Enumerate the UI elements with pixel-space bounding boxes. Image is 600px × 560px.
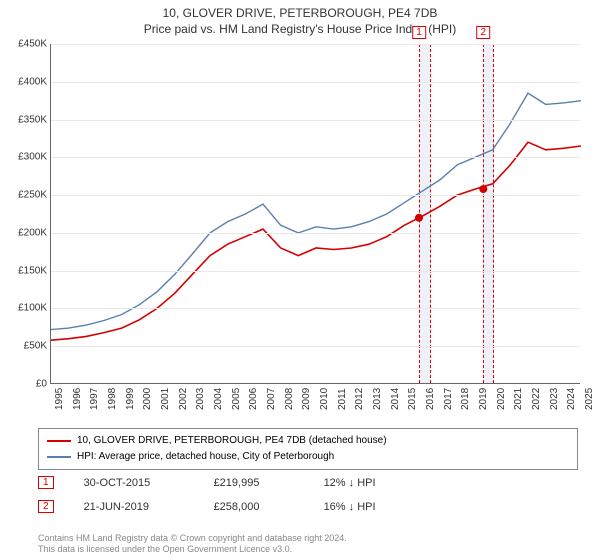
- x-tick-label: 1998: [107, 388, 118, 410]
- x-tick-label: 2023: [549, 388, 560, 410]
- x-tick-label: 2010: [319, 388, 330, 410]
- x-tick-label: 2013: [372, 388, 383, 410]
- x-tick-label: 2019: [478, 388, 489, 410]
- sale-point: [415, 214, 423, 222]
- sale-price-1: £219,995: [214, 477, 294, 489]
- gridline: [51, 346, 580, 347]
- y-tick-label: £300K: [3, 152, 47, 163]
- legend-row-hpi: HPI: Average price, detached house, City…: [47, 449, 569, 465]
- x-tick-label: 1999: [125, 388, 136, 410]
- sale-band-label: 1: [412, 26, 426, 39]
- x-tick-label: 2025: [584, 388, 595, 410]
- legend-swatch-hpi: [47, 456, 71, 458]
- page-subtitle: Price paid vs. HM Land Registry's House …: [0, 22, 600, 36]
- x-tick-label: 2020: [496, 388, 507, 410]
- y-tick-label: £450K: [3, 39, 47, 50]
- gridline: [51, 271, 580, 272]
- y-tick-label: £150K: [3, 265, 47, 276]
- sale-marker-2: 2: [38, 500, 54, 513]
- x-tick-label: 2018: [460, 388, 471, 410]
- y-tick-label: £200K: [3, 227, 47, 238]
- sale-price-2: £258,000: [214, 501, 294, 513]
- x-tick-label: 2009: [301, 388, 312, 410]
- x-tick-label: 1995: [54, 388, 65, 410]
- y-tick-label: £50K: [3, 341, 47, 352]
- gridline: [51, 308, 580, 309]
- x-tick-label: 2002: [178, 388, 189, 410]
- legend-row-property: 10, GLOVER DRIVE, PETERBOROUGH, PE4 7DB …: [47, 433, 569, 449]
- x-tick-label: 2003: [195, 388, 206, 410]
- x-tick-label: 2008: [284, 388, 295, 410]
- x-tick-label: 2001: [160, 388, 171, 410]
- legend: 10, GLOVER DRIVE, PETERBOROUGH, PE4 7DB …: [38, 428, 578, 470]
- gridline: [51, 157, 580, 158]
- x-tick-label: 2022: [531, 388, 542, 410]
- y-tick-label: £350K: [3, 114, 47, 125]
- sale-point: [479, 185, 487, 193]
- chart-container: 10, GLOVER DRIVE, PETERBOROUGH, PE4 7DB …: [0, 0, 600, 560]
- legend-label-hpi: HPI: Average price, detached house, City…: [77, 449, 334, 465]
- chart-area: £0£50K£100K£150K£200K£250K£300K£350K£400…: [50, 44, 580, 384]
- series-hpi: [51, 93, 581, 330]
- footer: Contains HM Land Registry data © Crown c…: [38, 533, 347, 556]
- gridline: [51, 44, 580, 45]
- chart-svg: [51, 44, 581, 384]
- y-tick-label: £250K: [3, 190, 47, 201]
- sale-marker-1: 1: [38, 476, 54, 489]
- footer-line-1: Contains HM Land Registry data © Crown c…: [38, 533, 347, 545]
- sale-date-2: 21-JUN-2019: [84, 501, 184, 513]
- gridline: [51, 195, 580, 196]
- gridline: [51, 82, 580, 83]
- x-tick-label: 2016: [425, 388, 436, 410]
- y-tick-label: £400K: [3, 76, 47, 87]
- x-tick-label: 2007: [266, 388, 277, 410]
- y-tick-label: £0: [3, 379, 47, 390]
- sale-row-2: 2 21-JUN-2019 £258,000 16% ↓ HPI: [38, 500, 376, 513]
- series-property: [51, 142, 581, 340]
- x-tick-label: 2015: [407, 388, 418, 410]
- x-tick-label: 2014: [390, 388, 401, 410]
- gridline: [51, 120, 580, 121]
- legend-label-property: 10, GLOVER DRIVE, PETERBOROUGH, PE4 7DB …: [77, 433, 387, 449]
- page-title: 10, GLOVER DRIVE, PETERBOROUGH, PE4 7DB: [0, 6, 600, 20]
- x-tick-label: 2005: [231, 388, 242, 410]
- x-tick-label: 1997: [89, 388, 100, 410]
- x-tick-label: 1996: [72, 388, 83, 410]
- sale-delta-1: 12% ↓ HPI: [324, 477, 376, 489]
- x-tick-label: 2021: [513, 388, 524, 410]
- sale-delta-2: 16% ↓ HPI: [324, 501, 376, 513]
- x-tick-label: 2000: [142, 388, 153, 410]
- x-tick-label: 2024: [566, 388, 577, 410]
- sale-row-1: 1 30-OCT-2015 £219,995 12% ↓ HPI: [38, 476, 376, 489]
- sale-band-label: 2: [477, 26, 491, 39]
- sale-date-1: 30-OCT-2015: [84, 477, 184, 489]
- footer-line-2: This data is licensed under the Open Gov…: [38, 544, 347, 556]
- legend-swatch-property: [47, 440, 71, 442]
- x-tick-label: 2004: [213, 388, 224, 410]
- y-tick-label: £100K: [3, 303, 47, 314]
- gridline: [51, 233, 580, 234]
- titles: 10, GLOVER DRIVE, PETERBOROUGH, PE4 7DB …: [0, 0, 600, 36]
- x-tick-label: 2011: [337, 388, 348, 410]
- x-tick-label: 2012: [354, 388, 365, 410]
- x-tick-label: 2006: [248, 388, 259, 410]
- x-tick-label: 2017: [443, 388, 454, 410]
